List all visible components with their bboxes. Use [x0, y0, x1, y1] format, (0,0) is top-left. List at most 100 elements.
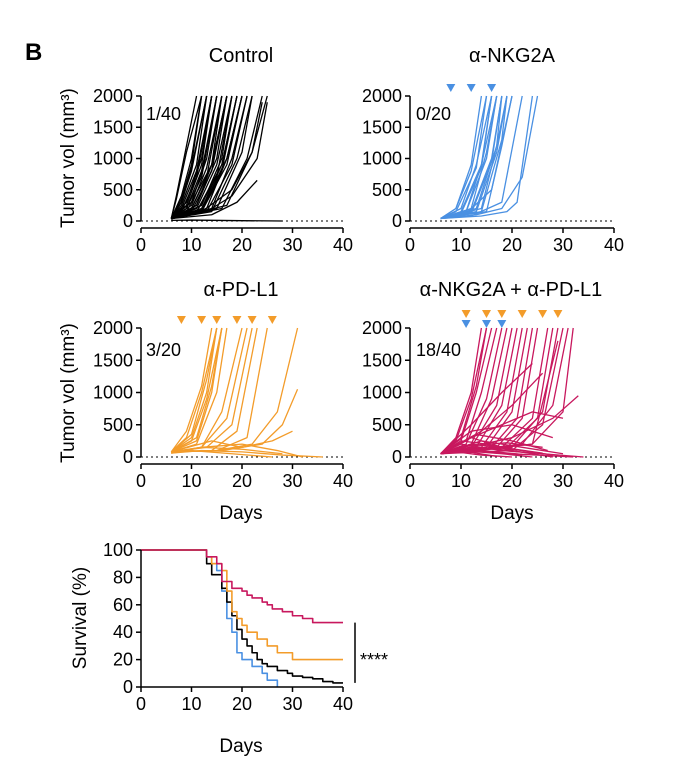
- dose-marker-pdl1: [497, 310, 507, 318]
- tumor-curve-pdl1-16: [171, 430, 293, 453]
- y-tick-label: 0: [392, 211, 402, 231]
- x-tick-label: 10: [451, 471, 471, 491]
- y-tick-label: 0: [123, 447, 133, 467]
- y-tick-label: 80: [113, 567, 133, 587]
- dose-marker-pdl1: [461, 310, 471, 318]
- y-tick-label: 1500: [93, 117, 133, 137]
- tumor-curve-pdl1-7: [171, 327, 223, 453]
- y-tick-label: 40: [113, 622, 133, 642]
- dose-marker-pdl1: [267, 316, 277, 324]
- dose-marker-pdl1: [482, 310, 491, 318]
- tumor-curve-control-33: [171, 179, 258, 220]
- dose-marker-nkg2a: [482, 320, 491, 328]
- tumor-curve-control-17: [171, 95, 228, 219]
- significance-label: ****: [360, 650, 388, 670]
- dose-marker-nkg2a: [487, 84, 497, 92]
- tumor-curve-combo-27: [440, 446, 553, 458]
- x-tick-label: 20: [232, 694, 252, 714]
- x-axis-label-pdl1: Days: [219, 503, 262, 524]
- tumor-curve-nkg2a-2: [440, 95, 488, 220]
- panel-title-nkg2a: α-NKG2A: [469, 45, 556, 67]
- x-tick-label: 0: [405, 235, 415, 255]
- dose-marker-pdl1: [553, 310, 563, 318]
- cure-fraction-pdl1: 3/20: [146, 340, 181, 360]
- panel-label: B: [25, 39, 42, 66]
- x-tick-label: 40: [333, 694, 353, 714]
- x-tick-label: 40: [604, 471, 624, 491]
- tumor-curve-combo-40: [440, 449, 523, 456]
- panel-title-control: Control: [209, 45, 273, 67]
- x-tick-label: 0: [136, 471, 146, 491]
- x-tick-label: 30: [553, 235, 573, 255]
- y-tick-label: 0: [392, 447, 402, 467]
- panel-title-combo: α-NKG2A + α-PD-L1: [420, 279, 603, 301]
- tumor-curve-combo-23: [440, 363, 533, 455]
- dose-marker-pdl1: [176, 316, 186, 324]
- y-tick-label: 1500: [93, 350, 133, 370]
- x-tick-label: 40: [333, 235, 353, 255]
- tumor-curve-combo-6: [440, 327, 503, 455]
- tumor-curve-pdl1-20: [171, 449, 273, 458]
- y-tick-label: 1500: [362, 350, 402, 370]
- tumor-curve-nkg2a-14: [440, 95, 508, 220]
- tumor-curve-control-32: [171, 102, 268, 220]
- panel-title-pdl1: α-PD-L1: [204, 279, 279, 301]
- dose-marker-pdl1: [517, 310, 527, 318]
- survival-curve-control: [141, 549, 343, 684]
- x-tick-label: 10: [181, 471, 201, 491]
- cure-fraction-combo: 18/40: [416, 340, 461, 360]
- survival-x-axis-label: Days: [219, 736, 262, 757]
- y-tick-label: 0: [123, 211, 133, 231]
- x-tick-label: 20: [502, 235, 522, 255]
- tumor-curve-nkg2a-17: [440, 95, 513, 220]
- tumor-curve-pdl1-1: [170, 327, 213, 453]
- x-tick-label: 0: [136, 694, 146, 714]
- x-tick-label: 10: [181, 235, 201, 255]
- y-tick-label: 500: [372, 180, 402, 200]
- tumor-curve-combo-21: [440, 395, 579, 455]
- tumor-curve-control-39: [171, 95, 243, 220]
- tumor-curve-combo-25: [440, 424, 553, 455]
- dose-marker-nkg2a: [466, 84, 476, 92]
- tumor-curve-control-37: [171, 95, 228, 220]
- x-tick-label: 10: [451, 235, 471, 255]
- x-tick-label: 30: [282, 235, 302, 255]
- x-tick-label: 20: [502, 471, 522, 491]
- dose-marker-pdl1: [197, 316, 207, 324]
- y-tick-label: 20: [113, 650, 133, 670]
- survival-curve-pdl1: [141, 549, 343, 661]
- y-tick-label: 1000: [93, 383, 133, 403]
- dose-marker-nkg2a: [461, 320, 471, 328]
- y-tick-label: 2000: [93, 318, 133, 338]
- tumor-curve-nkg2a-19: [440, 95, 539, 220]
- tumor-curve-control-36: [170, 95, 213, 220]
- survival-panel: Survival (%) Days **** 0 20 40 60 80 100 0 10 20…: [70, 540, 388, 757]
- y-tick-label: 2000: [362, 86, 402, 106]
- tumor-panel-pdl1: α-PD-L1 3/20 Tumor vol (mm³) Days 0 500 10…: [58, 279, 353, 524]
- dose-marker-pdl1: [538, 310, 548, 318]
- y-tick-label: 500: [103, 180, 133, 200]
- tumor-curve-pdl1-19: [171, 446, 283, 455]
- y-tick-label: 1500: [362, 117, 402, 137]
- y-tick-label: 1000: [362, 383, 402, 403]
- y-tick-label: 500: [372, 415, 402, 435]
- x-tick-label: 20: [232, 235, 252, 255]
- y-axis-label-top: Tumor vol (mm³): [58, 88, 79, 228]
- x-tick-label: 40: [333, 471, 353, 491]
- y-tick-label: 2000: [362, 318, 402, 338]
- y-tick-label: 1000: [93, 149, 133, 169]
- tumor-curve-control-40: [171, 219, 283, 222]
- x-tick-label: 30: [553, 471, 573, 491]
- x-tick-label: 30: [282, 694, 302, 714]
- y-tick-label: 0: [123, 677, 133, 697]
- x-tick-label: 0: [136, 235, 146, 255]
- y-tick-label: 100: [103, 540, 133, 560]
- tumor-curve-nkg2a-4: [440, 95, 493, 220]
- tumor-curve-control-5: [170, 95, 208, 219]
- tumor-curve-combo-37: [440, 440, 518, 455]
- y-tick-label: 500: [103, 415, 133, 435]
- dose-marker-pdl1: [247, 316, 257, 324]
- tumor-curve-nkg2a-9: [440, 95, 498, 220]
- x-axis-label-combo: Days: [490, 503, 533, 524]
